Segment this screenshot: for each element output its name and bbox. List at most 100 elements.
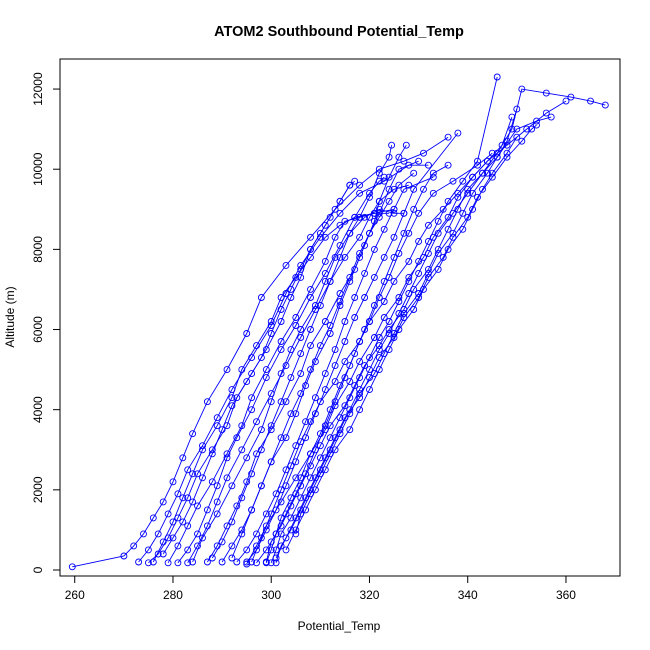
data-point (292, 322, 300, 329)
data-point (454, 129, 462, 137)
series-line (231, 172, 414, 559)
data-point (316, 342, 324, 350)
data-point (267, 422, 275, 430)
data-point (370, 370, 378, 378)
data-point (149, 558, 157, 566)
data-point (287, 462, 295, 470)
data-point (356, 249, 364, 257)
data-point (587, 97, 594, 105)
data-point (336, 221, 344, 229)
data-point (366, 366, 373, 374)
data-point (243, 330, 251, 337)
data-point (189, 558, 197, 566)
series-line (251, 116, 513, 563)
y-tick-label: 2000 (31, 476, 45, 503)
data-point (243, 378, 251, 386)
data-point (253, 342, 260, 350)
data-point (297, 265, 305, 273)
data-point (297, 494, 305, 502)
data-point (351, 314, 359, 321)
data-point (513, 133, 521, 141)
data-point (375, 334, 383, 341)
data-point (307, 294, 314, 301)
data-point (542, 89, 550, 97)
data-series (262, 113, 555, 566)
data-point (140, 530, 147, 538)
y-tick-label: 8000 (31, 236, 45, 263)
data-point (228, 482, 236, 490)
data-point (194, 502, 201, 510)
data-series (248, 113, 516, 566)
data-point (375, 213, 383, 221)
data-point (444, 225, 452, 233)
data-point (159, 550, 167, 558)
data-point (356, 189, 364, 197)
data-series (68, 133, 452, 571)
data-series (243, 129, 462, 566)
data-point (223, 450, 231, 458)
data-point (297, 350, 305, 358)
data-point (479, 185, 486, 193)
data-point (282, 534, 290, 542)
y-tick-label: 6000 (31, 316, 45, 343)
x-tick-label: 320 (359, 588, 379, 602)
data-point (547, 113, 555, 121)
data-point (179, 454, 187, 462)
data-point (385, 318, 393, 325)
data-point (380, 253, 388, 261)
data-point (498, 141, 506, 149)
data-point (287, 294, 295, 301)
y-tick-label: 10000 (31, 152, 45, 186)
data-point (218, 558, 226, 566)
data-point (336, 298, 344, 305)
data-point (292, 410, 300, 418)
data-point (424, 269, 432, 277)
data-point (410, 169, 418, 177)
data-point (189, 470, 197, 478)
x-axis: 260 280 300 320 340 360 (65, 575, 576, 602)
data-point (253, 546, 260, 554)
data-point (508, 113, 516, 121)
data-point (233, 394, 241, 402)
data-point (203, 506, 211, 514)
data-point (395, 181, 403, 189)
data-point (321, 233, 329, 241)
data-point (439, 205, 447, 213)
data-point (203, 558, 211, 566)
data-point (321, 426, 329, 434)
data-point (307, 253, 314, 261)
data-point (307, 366, 314, 374)
data-point (287, 514, 295, 522)
data-point (316, 470, 324, 478)
data-point (513, 105, 521, 113)
data-point (429, 233, 437, 241)
data-point (292, 514, 300, 522)
data-point (297, 390, 305, 398)
data-point (316, 454, 324, 462)
data-point (184, 494, 192, 502)
series-line (270, 76, 498, 563)
data-point (405, 257, 413, 265)
data-point (385, 326, 393, 333)
series-line (167, 208, 395, 564)
data-point (331, 253, 339, 261)
data-point (277, 498, 285, 506)
data-point (415, 209, 423, 217)
data-series (267, 73, 501, 567)
data-point (321, 257, 329, 265)
data-series (228, 169, 418, 562)
data-point (307, 285, 314, 293)
data-point (277, 294, 285, 301)
data-point (370, 273, 378, 281)
data-point (420, 185, 427, 193)
data-point (459, 177, 467, 185)
data-point (454, 189, 462, 197)
x-tick-label: 300 (261, 588, 281, 602)
data-point (307, 450, 314, 458)
data-point (208, 554, 216, 562)
data-point (297, 370, 305, 378)
data-point (356, 233, 364, 241)
data-point (174, 559, 182, 567)
data-point (144, 546, 152, 554)
